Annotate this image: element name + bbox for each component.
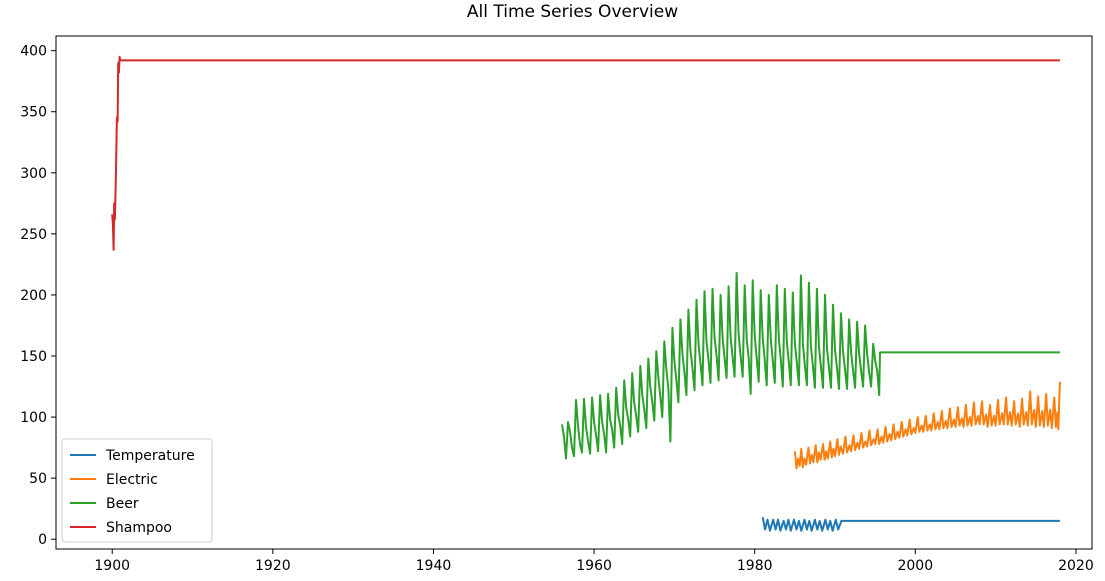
y-tick-label: 250 [20, 227, 47, 243]
y-tick-label: 350 [20, 105, 47, 121]
y-tick-label: 0 [38, 532, 47, 548]
x-tick-label: 1900 [94, 558, 130, 574]
y-tick-label: 50 [29, 471, 47, 487]
x-tick-label: 2000 [897, 558, 933, 574]
y-tick-label: 400 [20, 44, 47, 60]
legend-label-electric: Electric [106, 472, 158, 488]
plot-lines [111, 55, 1061, 532]
x-tick-label: 1960 [576, 558, 612, 574]
x-tick-label: 1940 [416, 558, 452, 574]
legend-label-beer: Beer [106, 496, 139, 512]
y-tick-label: 200 [20, 288, 47, 304]
plot-frame [55, 35, 1093, 550]
y-tick-label: 150 [20, 349, 47, 365]
y-axis: 0 50 100 150 200 250 300 350 400 [20, 44, 56, 548]
series-line-electric [793, 381, 1061, 470]
x-tick-label: 2020 [1058, 558, 1094, 574]
x-tick-label: 1980 [737, 558, 773, 574]
series-line-beer [561, 272, 1060, 460]
x-axis: 1900 1920 1940 1960 1980 2000 2020 [94, 549, 1094, 574]
x-tick-label: 1920 [255, 558, 291, 574]
y-tick-label: 100 [20, 410, 47, 426]
legend-box [61, 438, 213, 543]
legend-label-shampoo: Shampoo [106, 520, 172, 536]
legend: Temperature Electric Beer Shampoo [61, 438, 213, 543]
y-tick-label: 300 [20, 166, 47, 182]
series-line-temperature [761, 517, 1060, 532]
chart-title: All Time Series Overview [466, 2, 679, 22]
series-line-shampoo [111, 55, 1060, 251]
legend-label-temperature: Temperature [105, 448, 195, 464]
